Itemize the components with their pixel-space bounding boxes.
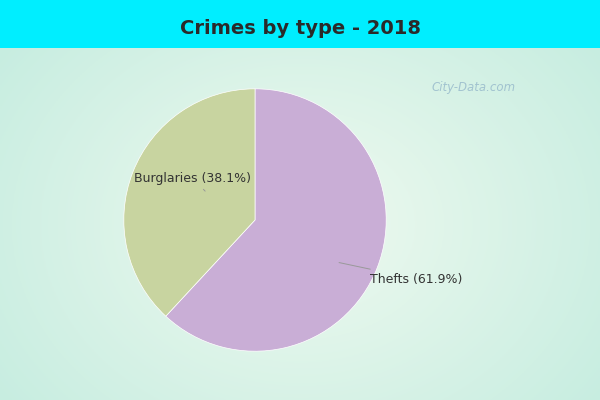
Text: Burglaries (38.1%): Burglaries (38.1%) [134, 172, 251, 191]
Wedge shape [166, 89, 386, 351]
Text: Crimes by type - 2018: Crimes by type - 2018 [179, 18, 421, 38]
Wedge shape [124, 89, 255, 316]
Text: City-Data.com: City-Data.com [432, 82, 516, 94]
Text: Thefts (61.9%): Thefts (61.9%) [339, 262, 463, 286]
